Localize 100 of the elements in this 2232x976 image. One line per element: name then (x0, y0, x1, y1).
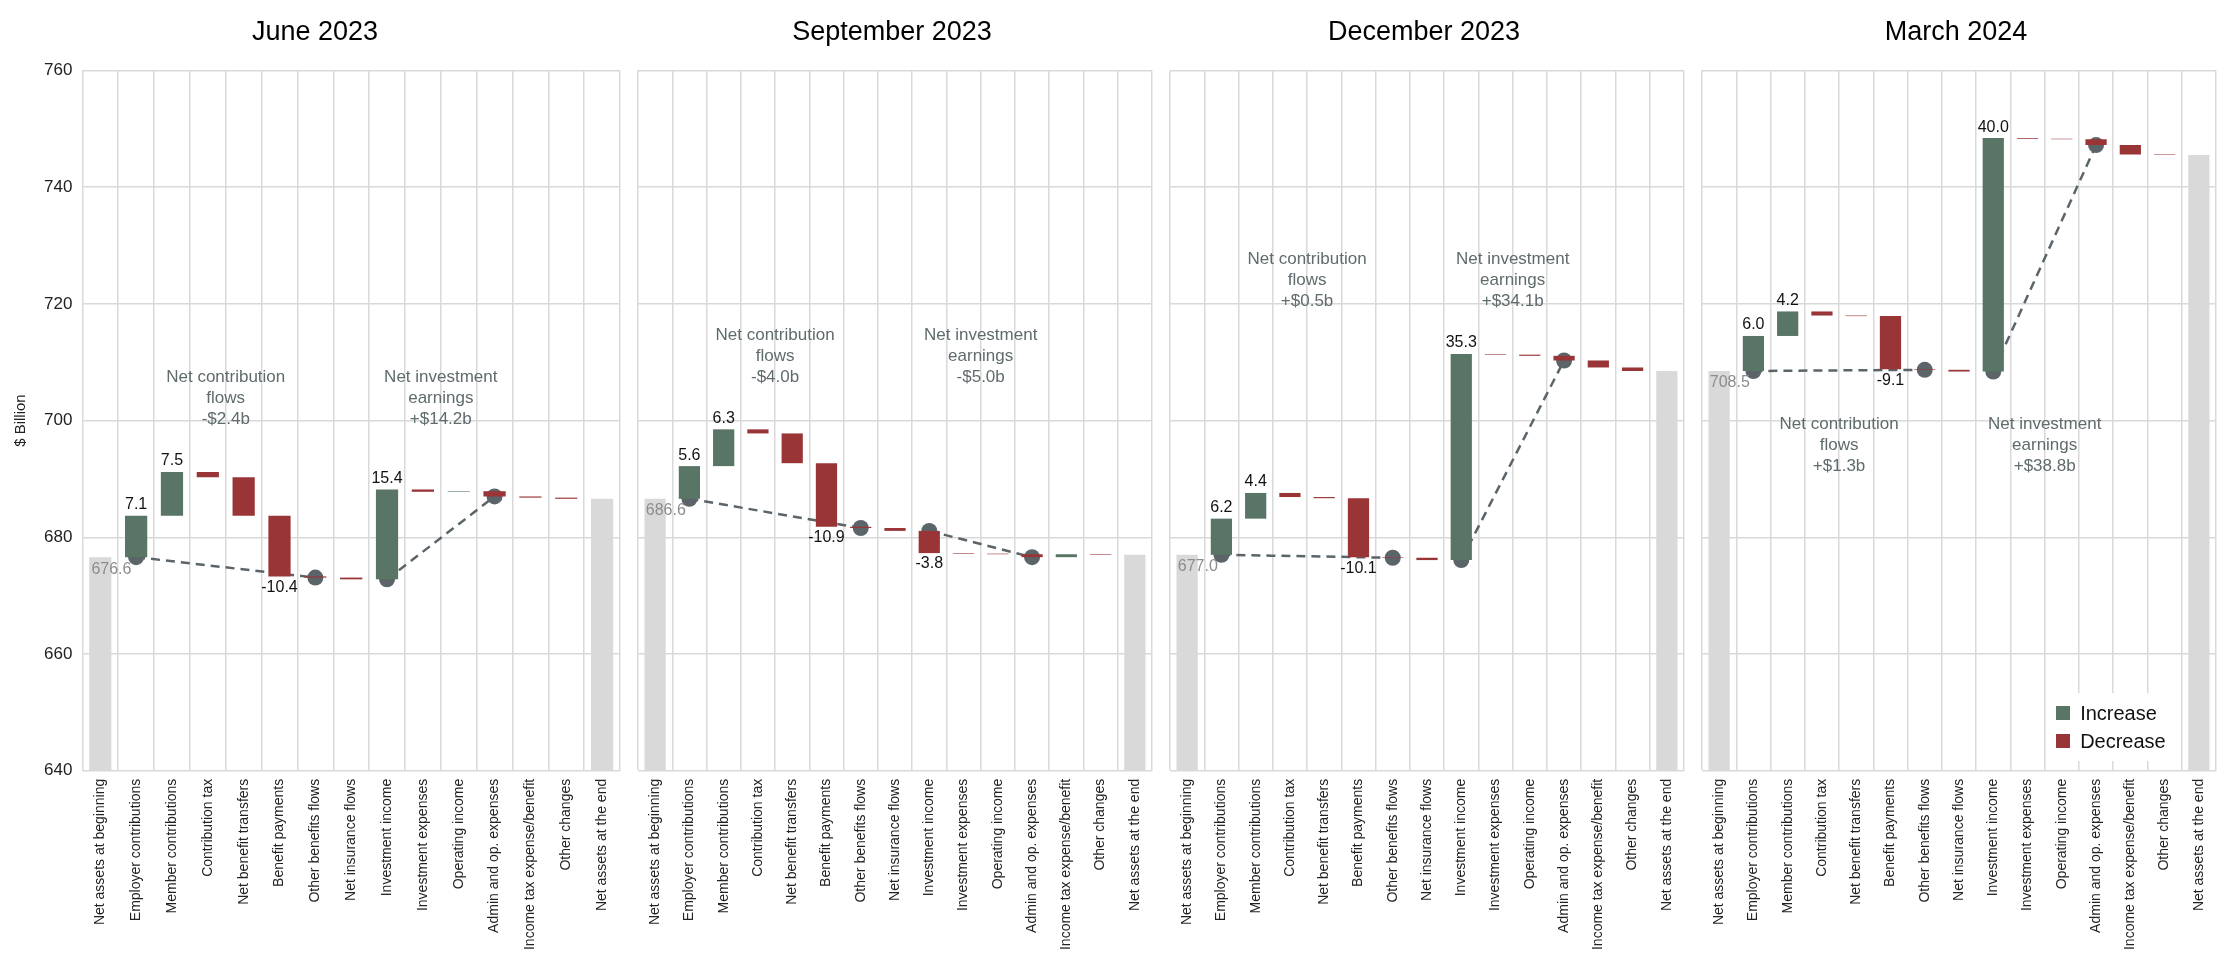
chart-title: March 2024 (1884, 15, 2028, 46)
x-tick-label: Admin and op. expenses (2086, 778, 2103, 933)
x-tick-label: Net assets at beginning (1177, 778, 1194, 926)
legend-label: Decrease (2080, 728, 2166, 754)
x-tick-label: Net benefit transfers (1847, 778, 1864, 905)
chart-title: December 2023 (1327, 15, 1521, 46)
x-tick-label: Investment income (377, 778, 394, 897)
x-tick-label: Contribution tax (198, 778, 215, 877)
x-tick-label: Benefit payments (1349, 778, 1366, 887)
y-tick-label: 760 (43, 60, 73, 80)
x-tick-label: Net insurance flows (885, 778, 902, 901)
x-tick-label: Admin and op. expenses (1022, 778, 1039, 933)
x-tick-label: Other benefits flows (1383, 778, 1400, 903)
x-tick-label: Investment expenses (413, 778, 430, 912)
data-label: 6.2 (1210, 498, 1233, 516)
x-tick-label: Employer contributions (1212, 778, 1229, 922)
x-tick-label: Member contributions (714, 778, 731, 914)
data-label: -10.1 (1340, 558, 1377, 576)
x-tick-label: Operating income (2052, 778, 2069, 890)
annotation: Net investment earnings +$34.1b (1455, 249, 1570, 311)
x-tick-label: Net insurance flows (1417, 778, 1434, 901)
data-label: 4.4 (1244, 472, 1267, 490)
x-tick-label: Admin and op. expenses (1554, 778, 1571, 933)
data-label: 676.6 (91, 559, 132, 577)
x-tick-label: Net benefit transfers (234, 778, 251, 905)
data-label: 40.0 (1977, 117, 2009, 135)
x-tick-label: Admin and op. expenses (485, 778, 502, 933)
chart-title: September 2023 (792, 15, 992, 46)
x-tick-label: Employer contributions (1744, 778, 1761, 922)
annotation: Net contribution flows -$2.4b (166, 367, 286, 429)
x-tick-label: Employer contributions (126, 778, 143, 922)
x-tick-label: Net benefit transfers (783, 778, 800, 905)
x-tick-label: Member contributions (162, 778, 179, 914)
y-tick-label: 720 (43, 293, 73, 313)
x-tick-label: Member contributions (1246, 778, 1263, 914)
x-tick-label: Other changes (557, 778, 574, 871)
y-tick-label: 640 (43, 760, 73, 780)
x-tick-label: Other benefits flows (851, 778, 868, 903)
x-tick-label: Net assets at the end (1125, 778, 1142, 912)
x-tick-label: Net benefit transfers (1315, 778, 1332, 905)
x-tick-label: Operating income (1520, 778, 1537, 890)
data-label: -3.8 (915, 554, 944, 572)
data-label: -9.1 (1876, 370, 1905, 388)
data-label: 6.3 (712, 408, 735, 426)
x-tick-label: Investment income (920, 778, 937, 897)
x-tick-label: Net insurance flows (342, 778, 359, 901)
data-label: 6.0 (1742, 315, 1765, 333)
x-tick-label: Income tax expense/benefit (521, 778, 538, 951)
data-label: 5.6 (678, 445, 701, 463)
annotation: Net contribution flows +$0.5b (1247, 249, 1367, 311)
x-tick-label: Net assets at beginning (91, 778, 108, 926)
data-label: 4.2 (1776, 290, 1799, 308)
x-tick-label: Investment expenses (1486, 778, 1503, 912)
data-label: 677.0 (1177, 557, 1218, 575)
y-axis-title: $ Billion (11, 394, 29, 447)
x-tick-label: Other changes (2155, 778, 2172, 871)
y-tick-label: 680 (43, 527, 73, 547)
x-tick-label: Benefit payments (270, 778, 287, 887)
x-tick-label: Operating income (449, 778, 466, 890)
x-tick-label: Income tax expense/benefit (1589, 778, 1606, 951)
y-tick-label: 740 (43, 176, 73, 196)
legend-label: Increase (2080, 700, 2157, 726)
y-tick-label: 660 (43, 643, 73, 663)
data-label: 7.5 (160, 451, 184, 469)
data-label: -10.9 (808, 528, 845, 546)
x-tick-label: Other changes (1091, 778, 1108, 871)
x-tick-label: Investment expenses (954, 778, 971, 912)
x-tick-label: Net assets at the end (1657, 778, 1674, 912)
annotation: Net investment earnings +$14.2b (384, 367, 498, 429)
x-tick-label: Benefit payments (817, 778, 834, 887)
x-tick-label: Income tax expense/benefit (1057, 778, 1074, 951)
annotation: Net contribution flows -$4.0b (715, 324, 835, 386)
data-label: 708.5 (1709, 373, 1750, 391)
data-label: 15.4 (371, 468, 403, 486)
x-tick-label: Contribution tax (1812, 778, 1829, 877)
annotation: Net contribution flows +$1.3b (1779, 413, 1899, 475)
x-tick-label: Net assets at the end (2189, 778, 2206, 912)
data-label: 35.3 (1445, 333, 1477, 351)
x-tick-label: Net assets at beginning (1709, 778, 1726, 926)
annotation: Net investment earnings +$38.8b (1987, 413, 2102, 475)
x-tick-label: Investment expenses (2018, 778, 2035, 912)
x-tick-label: Other changes (1623, 778, 1640, 871)
y-tick-label: 700 (43, 410, 73, 430)
x-tick-label: Net assets at the end (592, 778, 609, 912)
x-tick-label: Investment income (1452, 778, 1469, 897)
x-tick-label: Operating income (988, 778, 1005, 890)
x-tick-label: Other benefits flows (1915, 778, 1932, 903)
x-tick-label: Employer contributions (680, 778, 697, 922)
x-tick-label: Contribution tax (1280, 778, 1297, 877)
x-tick-label: Net assets at beginning (645, 778, 662, 926)
x-tick-label: Contribution tax (748, 778, 765, 877)
chart-title: June 2023 (251, 15, 379, 46)
x-tick-label: Investment income (1984, 778, 2001, 897)
data-label: -10.4 (261, 577, 298, 595)
data-label: 7.1 (125, 495, 148, 513)
x-tick-label: Income tax expense/benefit (2121, 778, 2138, 951)
data-label: 686.6 (645, 501, 686, 519)
x-tick-label: Benefit payments (1881, 778, 1898, 887)
x-tick-label: Member contributions (1778, 778, 1795, 914)
annotation: Net investment earnings -$5.0b (923, 324, 1038, 386)
